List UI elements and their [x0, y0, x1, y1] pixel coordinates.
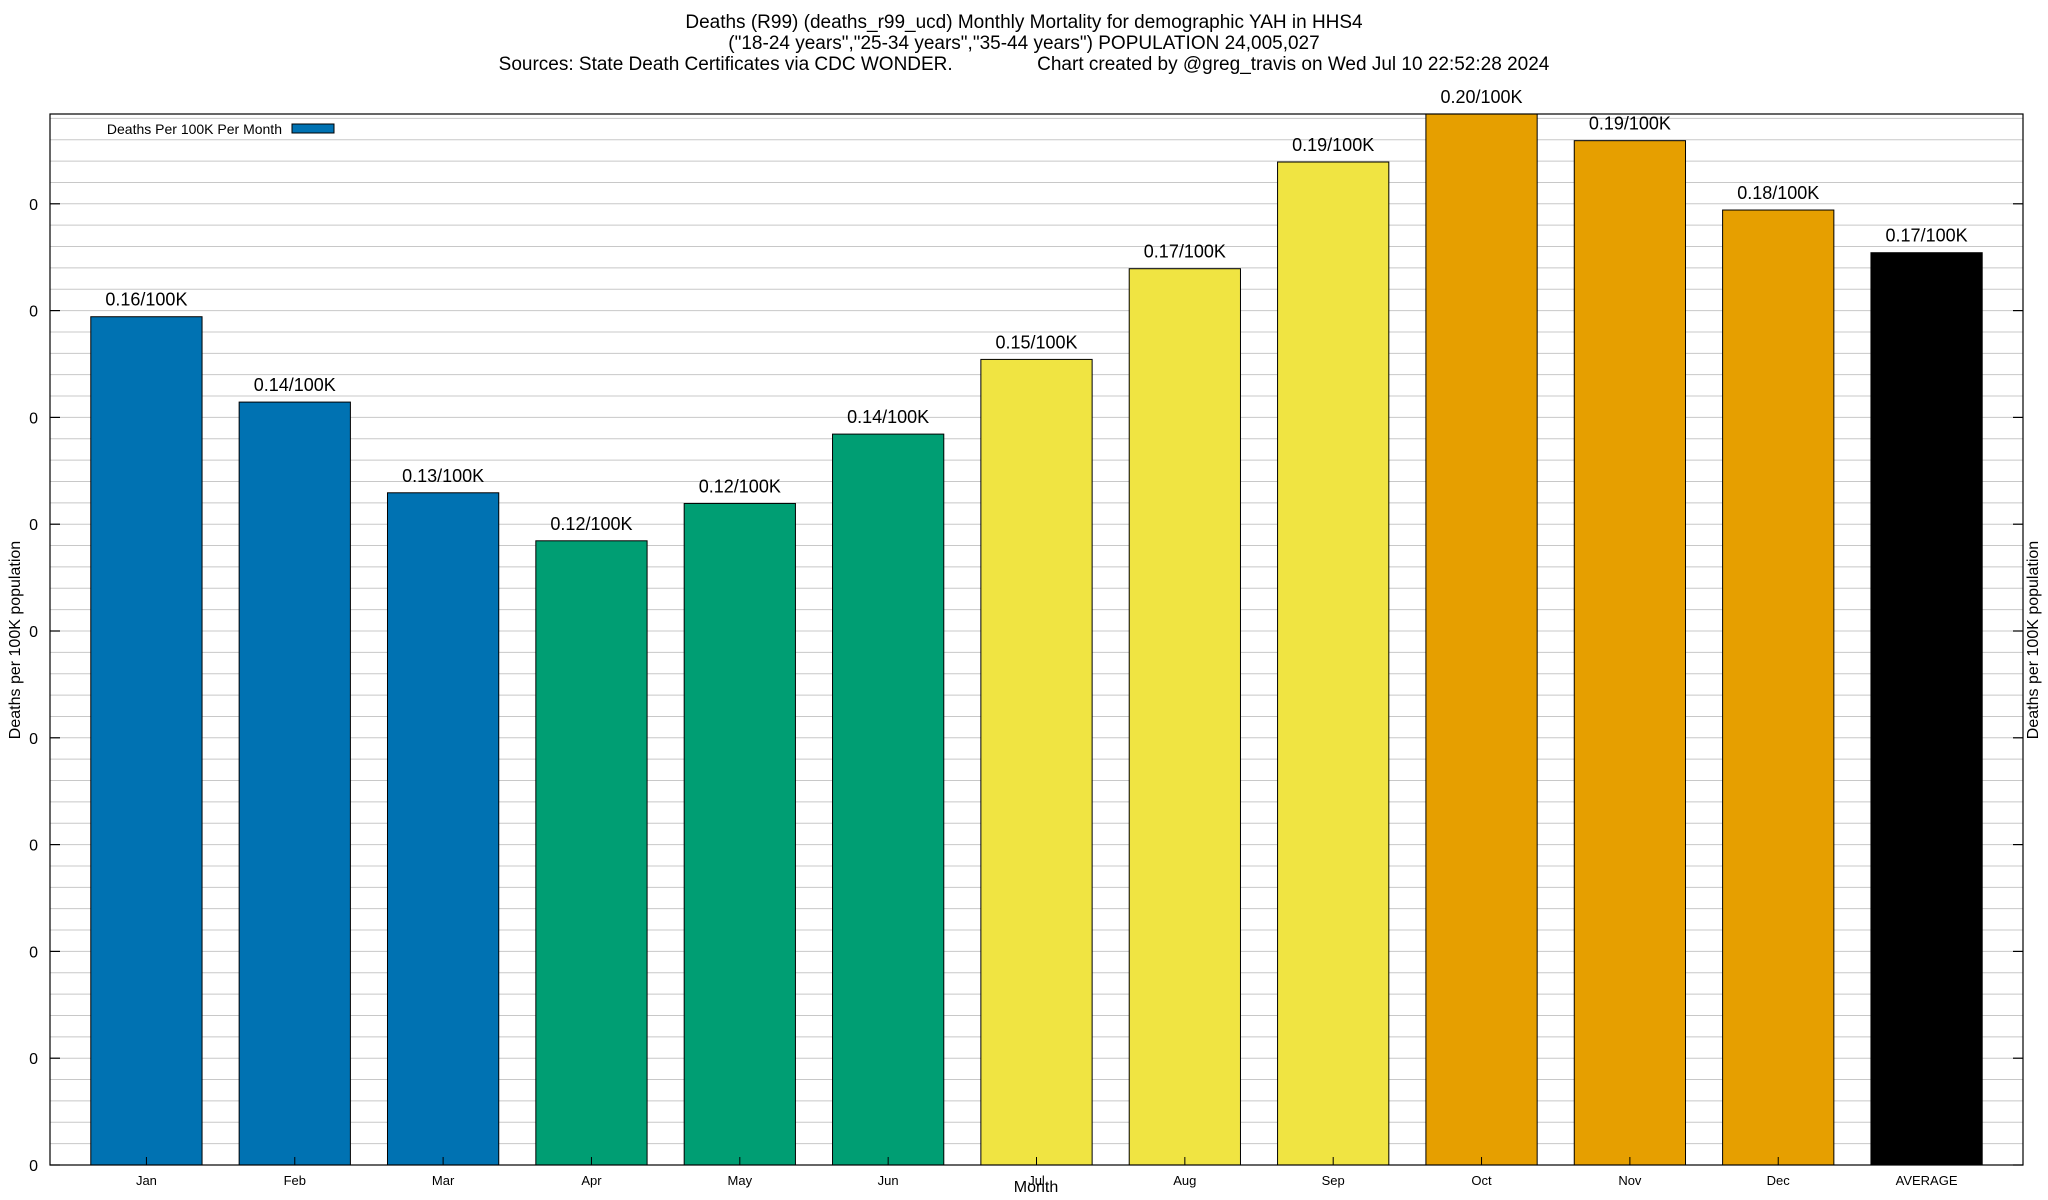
y-tick-label: 0: [29, 410, 38, 427]
data-label-apr: 0.12/100K: [550, 514, 632, 534]
bar-aug: [1128, 268, 1241, 1166]
x-tick-label-oct: Oct: [1471, 1173, 1492, 1188]
data-label-oct: 0.20/100K: [1440, 87, 1522, 107]
x-tick-label-apr: Apr: [581, 1173, 602, 1188]
data-label-nov: 0.19/100K: [1589, 114, 1671, 134]
x-tick-label-mar: Mar: [432, 1173, 455, 1188]
y-axis-title-left: Deaths per 100K population: [7, 541, 24, 739]
data-label-may: 0.12/100K: [699, 476, 781, 496]
data-labels: 0.16/100K 0.14/100K 0.13/100K 0.12/100K 0.12…: [105, 87, 1967, 534]
bars: [90, 113, 1983, 1166]
bar-oct: [1425, 113, 1538, 1166]
bar-dec: [1722, 209, 1835, 1166]
chart-subtitle: ("18-24 years","25-34 years","35-44 year…: [728, 33, 1320, 54]
data-label-jul: 0.15/100K: [995, 332, 1077, 352]
bar-sep: [1277, 161, 1390, 1166]
data-label-feb: 0.14/100K: [254, 375, 336, 395]
bar-feb: [238, 401, 351, 1166]
x-tick-label-nov: Nov: [1618, 1173, 1642, 1188]
bar-may: [683, 502, 796, 1166]
y-tick-label: 0: [29, 624, 38, 641]
chart-title: Deaths (R99) (deaths_r99_ucd) Monthly Mo…: [685, 12, 1363, 33]
x-tick-label-jun: Jun: [878, 1173, 899, 1188]
x-axis-category-labels: Jan Feb Mar Apr May Jun Jul Aug Sep Oct Nov Dec AVER…: [136, 1157, 1958, 1188]
y-tick-label: 0: [29, 1158, 38, 1175]
x-tick-label-jul: Jul: [1028, 1173, 1045, 1188]
bar-jul: [980, 358, 1093, 1166]
data-label-jan: 0.16/100K: [105, 290, 187, 310]
x-tick-label-dec: Dec: [1767, 1173, 1791, 1188]
bar-jan: [90, 316, 203, 1166]
bar-mar: [386, 492, 500, 1166]
y-tick-label: 0: [29, 944, 38, 961]
x-tick-label-aug: Aug: [1173, 1173, 1196, 1188]
legend-swatch: [291, 123, 335, 134]
bar-average: [1870, 252, 1983, 1166]
y-axis-title-right: Deaths per 100K population: [2025, 541, 2042, 739]
x-tick-label-sep: Sep: [1322, 1173, 1345, 1188]
x-tick-label-feb: Feb: [284, 1173, 306, 1188]
data-label-mar: 0.13/100K: [402, 466, 484, 486]
data-label-dec: 0.18/100K: [1737, 183, 1819, 203]
data-label-aug: 0.17/100K: [1144, 242, 1226, 262]
data-label-sep: 0.19/100K: [1292, 135, 1374, 155]
y-axis-ticks: 0 0 0 0 0 0 0 0 0 0: [29, 197, 2023, 1175]
bar-nov: [1573, 140, 1687, 1166]
data-label-jun: 0.14/100K: [847, 407, 929, 427]
x-tick-label-jan: Jan: [136, 1173, 157, 1188]
chart-source-line: Sources: State Death Certificates via CD…: [498, 54, 1550, 75]
y-tick-label: 0: [29, 304, 38, 321]
y-tick-label: 0: [29, 838, 38, 855]
legend: Deaths Per 100K Per Month: [107, 121, 335, 137]
plot-frame: [49, 113, 2024, 1166]
legend-label: Deaths Per 100K Per Month: [107, 121, 282, 137]
data-label-average: 0.17/100K: [1886, 226, 1968, 246]
x-tick-label-may: May: [728, 1173, 753, 1188]
y-tick-label: 0: [29, 731, 38, 748]
bar-jun: [832, 433, 945, 1166]
bar-apr: [535, 540, 648, 1166]
y-tick-label: 0: [29, 517, 38, 534]
y-tick-label: 0: [29, 1051, 38, 1068]
x-axis-title: Month: [1014, 1179, 1058, 1196]
x-tick-label-average: AVERAGE: [1896, 1173, 1958, 1188]
y-tick-label: 0: [29, 197, 38, 214]
